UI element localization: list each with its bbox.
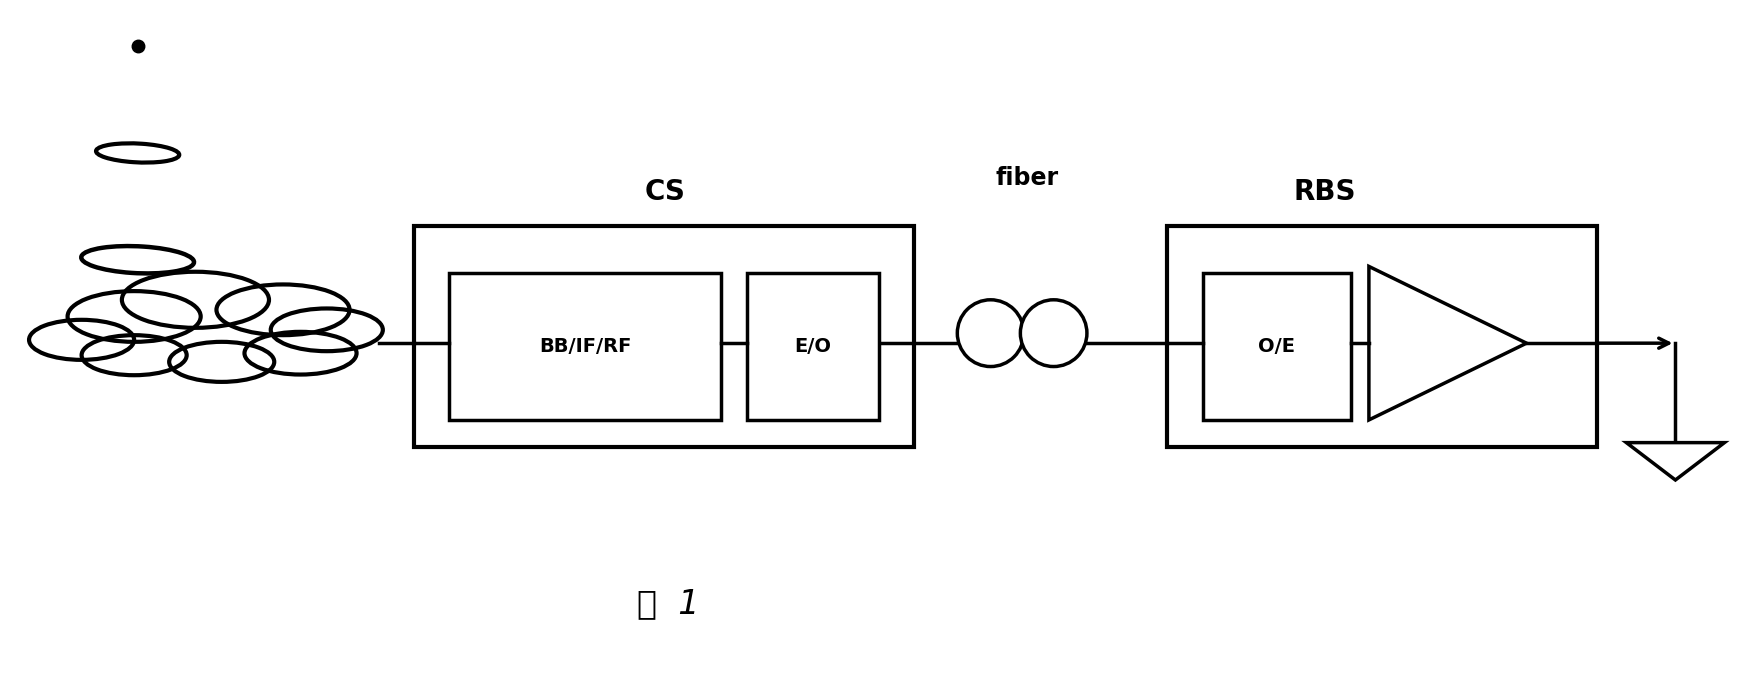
Circle shape	[244, 332, 357, 375]
Circle shape	[67, 291, 200, 342]
Bar	[1167, 226, 1597, 447]
Ellipse shape	[1021, 299, 1088, 367]
Circle shape	[271, 308, 383, 351]
Bar	[450, 273, 720, 420]
Circle shape	[81, 335, 186, 376]
Bar	[747, 273, 878, 420]
Polygon shape	[1369, 267, 1527, 420]
Ellipse shape	[958, 299, 1024, 367]
Ellipse shape	[97, 143, 179, 163]
Circle shape	[30, 320, 134, 360]
Bar	[415, 226, 914, 447]
Circle shape	[121, 272, 269, 328]
Text: RBS: RBS	[1293, 178, 1356, 207]
Ellipse shape	[81, 246, 193, 273]
Circle shape	[169, 342, 274, 382]
Text: O/E: O/E	[1258, 337, 1295, 356]
Text: CS: CS	[645, 178, 685, 207]
Polygon shape	[1627, 443, 1724, 480]
Text: E/O: E/O	[794, 337, 831, 356]
Circle shape	[216, 285, 350, 335]
Text: fiber: fiber	[996, 166, 1059, 190]
Text: 图  1: 图 1	[638, 587, 699, 620]
Bar	[1202, 273, 1351, 420]
Text: BB/IF/RF: BB/IF/RF	[539, 337, 631, 356]
